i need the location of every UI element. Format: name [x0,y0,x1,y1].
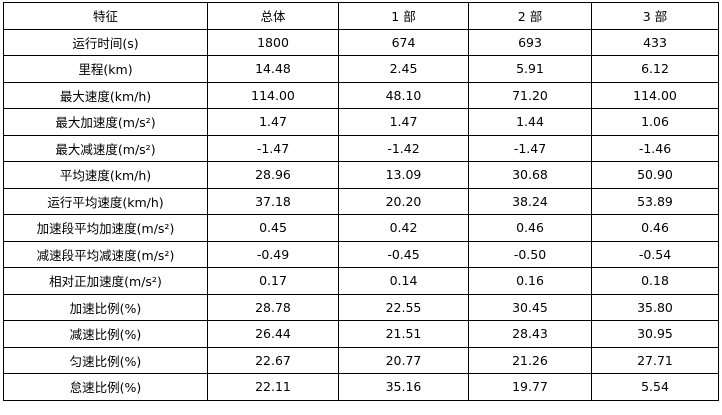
cell: 1.06 [591,108,719,136]
table-row: 相对正加速度(m/s²) 0.17 0.14 0.16 0.18 [3,267,719,295]
row-label: 特征 [3,2,208,30]
cell: 21.51 [338,320,469,348]
cell: 22.67 [207,346,339,374]
cell: 0.17 [207,267,339,295]
cell: 35.80 [591,293,719,321]
cell: 1 部 [338,2,469,30]
cell: -0.49 [207,240,339,268]
table-row: 加速段平均加速度(m/s²) 0.45 0.42 0.46 0.46 [3,214,719,242]
row-label: 运行时间(s) [3,28,208,56]
table-row: 平均速度(km/h) 28.96 13.09 30.68 50.90 [3,161,719,189]
row-label: 相对正加速度(m/s²) [3,267,208,295]
table-row: 最大减速度(m/s²) -1.47 -1.42 -1.47 -1.46 [3,134,719,162]
cell: 30.68 [468,161,592,189]
cell: 35.16 [338,373,469,401]
cell: 22.55 [338,293,469,321]
cell: 1800 [207,28,339,56]
cell: -1.46 [591,134,719,162]
row-label: 减速段平均减速度(m/s²) [3,240,208,268]
cell: 28.96 [207,161,339,189]
cell: 28.78 [207,293,339,321]
cell: 1.44 [468,108,592,136]
cell: 13.09 [338,161,469,189]
cell: -1.42 [338,134,469,162]
cell: 总体 [207,2,339,30]
cell: 0.46 [591,214,719,242]
table-row: 匀速比例(%) 22.67 20.77 21.26 27.71 [3,346,719,374]
cell: 37.18 [207,187,339,215]
cell: -0.50 [468,240,592,268]
cell: 1.47 [338,108,469,136]
row-label: 加速段平均加速度(m/s²) [3,214,208,242]
row-label: 运行平均速度(km/h) [3,187,208,215]
cell: 20.77 [338,346,469,374]
cell: -0.45 [338,240,469,268]
cell: 14.48 [207,55,339,83]
cell: 1.47 [207,108,339,136]
cell: 27.71 [591,346,719,374]
cell: 0.45 [207,214,339,242]
row-label: 加速比例(%) [3,293,208,321]
cell: 0.14 [338,267,469,295]
cell: 114.00 [207,81,339,109]
cell: 3 部 [591,2,719,30]
cell: -1.47 [207,134,339,162]
cell: 19.77 [468,373,592,401]
table-row: 最大加速度(m/s²) 1.47 1.47 1.44 1.06 [3,108,719,136]
table-row: 运行时间(s) 1800 674 693 433 [3,28,719,56]
table-row: 减速段平均减速度(m/s²) -0.49 -0.45 -0.50 -0.54 [3,240,719,268]
table-row: 里程(km) 14.48 2.45 5.91 6.12 [3,55,719,83]
cell: 2 部 [468,2,592,30]
cell: 5.54 [591,373,719,401]
table-row: 最大速度(km/h) 114.00 48.10 71.20 114.00 [3,81,719,109]
cell: -1.47 [468,134,592,162]
row-label: 最大加速度(m/s²) [3,108,208,136]
cell: 30.95 [591,320,719,348]
row-label: 最大速度(km/h) [3,81,208,109]
cell: 50.90 [591,161,719,189]
cell: 5.91 [468,55,592,83]
cell: 48.10 [338,81,469,109]
row-label: 最大减速度(m/s²) [3,134,208,162]
cell: 0.18 [591,267,719,295]
cell: 6.12 [591,55,719,83]
cell: 28.43 [468,320,592,348]
cell: 20.20 [338,187,469,215]
cell: 0.46 [468,214,592,242]
table-row: 加速比例(%) 28.78 22.55 30.45 35.80 [3,293,719,321]
cell: 0.42 [338,214,469,242]
cell: 433 [591,28,719,56]
cell: 693 [468,28,592,56]
table-row: 运行平均速度(km/h) 37.18 20.20 38.24 53.89 [3,187,719,215]
cell: 2.45 [338,55,469,83]
cell: 22.11 [207,373,339,401]
cell: 30.45 [468,293,592,321]
row-label: 减速比例(%) [3,320,208,348]
cell: 53.89 [591,187,719,215]
cell: 0.16 [468,267,592,295]
cell: -0.54 [591,240,719,268]
table-row: 怠速比例(%) 22.11 35.16 19.77 5.54 [3,373,719,401]
cell: 674 [338,28,469,56]
row-label: 平均速度(km/h) [3,161,208,189]
cell: 26.44 [207,320,339,348]
cell: 38.24 [468,187,592,215]
row-label: 里程(km) [3,55,208,83]
cell: 114.00 [591,81,719,109]
row-label: 匀速比例(%) [3,346,208,374]
table-row: 减速比例(%) 26.44 21.51 28.43 30.95 [3,320,719,348]
cell: 21.26 [468,346,592,374]
row-label: 怠速比例(%) [3,373,208,401]
cell: 71.20 [468,81,592,109]
